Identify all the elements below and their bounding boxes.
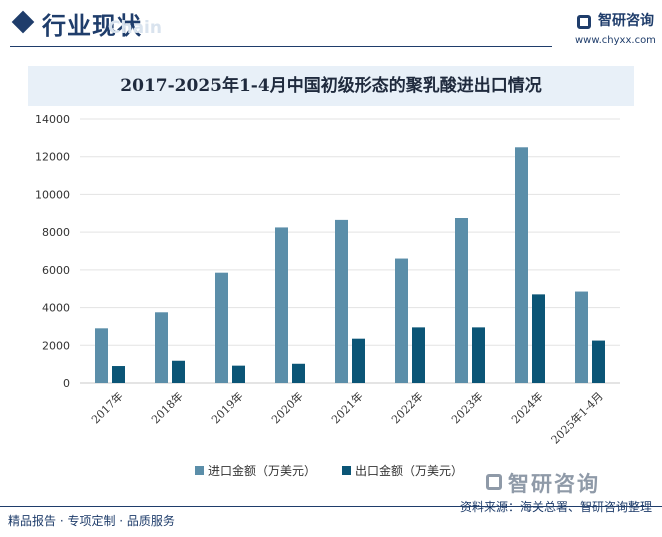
- y-tick-label: 10000: [35, 188, 70, 201]
- y-tick-label: 12000: [35, 151, 70, 164]
- y-tick-label: 4000: [42, 302, 70, 315]
- x-tick-label: 2023年: [448, 389, 485, 426]
- export-bar-7: [532, 294, 545, 383]
- footer-tagline: 精品报告 · 专项定制 · 品质服务: [8, 514, 175, 528]
- x-tick-label: 2018年: [148, 389, 185, 426]
- legend: 进口金额（万美元） 出口金额（万美元）: [195, 463, 463, 478]
- chart-title-band: 2017-2025年1-4月中国初级形态的聚乳酸进出口情况: [28, 66, 634, 106]
- y-tick-label: 14000: [35, 113, 70, 126]
- y-tick-label: 8000: [42, 226, 70, 239]
- import-bar-5: [395, 258, 408, 383]
- export-bar-8: [592, 340, 605, 383]
- export-bar-3: [292, 363, 305, 383]
- brand-url: www.chyxx.com: [575, 35, 656, 46]
- grid-lines: [80, 118, 620, 384]
- legend-swatch-0: [195, 466, 204, 475]
- footer-divider: [0, 506, 662, 507]
- legend-swatch-1: [342, 466, 351, 475]
- export-bar-6: [472, 327, 485, 383]
- brand-logo-icon: [577, 15, 591, 29]
- header-divider: [10, 46, 552, 47]
- import-bar-0: [95, 328, 108, 383]
- export-bar-1: [172, 360, 185, 383]
- legend-label-1: 出口金额（万美元）: [355, 463, 463, 478]
- import-bar-8: [575, 291, 588, 383]
- y-axis: 0 2000 4000 6000 8000 10000 12000 14000: [35, 113, 70, 390]
- x-axis: 2017年 2018年 2019年 2020年 2021年 2022年 2023年 2024年…: [88, 389, 605, 447]
- brand-name: 智研咨询: [598, 13, 654, 29]
- y-tick-label: 2000: [42, 339, 70, 352]
- x-tick-label: 2024年: [508, 389, 545, 426]
- export-bar-4: [352, 338, 365, 383]
- x-tick-label: 2021年: [328, 389, 365, 426]
- import-bar-2: [215, 272, 228, 383]
- import-bar-3: [275, 227, 288, 383]
- export-bar-0: [112, 366, 125, 383]
- watermark-brand: 智研咨询: [508, 472, 600, 496]
- x-tick-label: 2022年: [388, 389, 425, 426]
- import-bar-6: [455, 218, 468, 383]
- x-tick-label: 2019年: [208, 389, 245, 426]
- import-bar-4: [335, 219, 348, 383]
- y-tick-label: 0: [63, 377, 70, 390]
- bars: [95, 147, 605, 383]
- y-tick-label: 6000: [42, 264, 70, 277]
- legend-label-0: 进口金额（万美元）: [208, 463, 316, 478]
- x-tick-label: 2020年: [268, 389, 305, 426]
- import-bar-1: [155, 312, 168, 383]
- watermark-logo-icon: [486, 474, 502, 490]
- header: 行业现状 Chain 智研咨询 www.chyxx.com: [0, 0, 662, 50]
- x-tick-label: 2017年: [88, 389, 125, 426]
- export-bar-5: [412, 327, 425, 383]
- section-title: 行业现状: [42, 12, 142, 40]
- chart-title: 2017-2025年1-4月中国初级形态的聚乳酸进出口情况: [120, 76, 542, 96]
- ghost-text: Chain: [108, 18, 162, 38]
- import-bar-7: [515, 147, 528, 383]
- source-note: 资料来源：海关总署、智研咨询整理: [459, 500, 652, 514]
- export-bar-2: [232, 365, 245, 383]
- x-tick-label: 2025年1-4月: [548, 389, 606, 447]
